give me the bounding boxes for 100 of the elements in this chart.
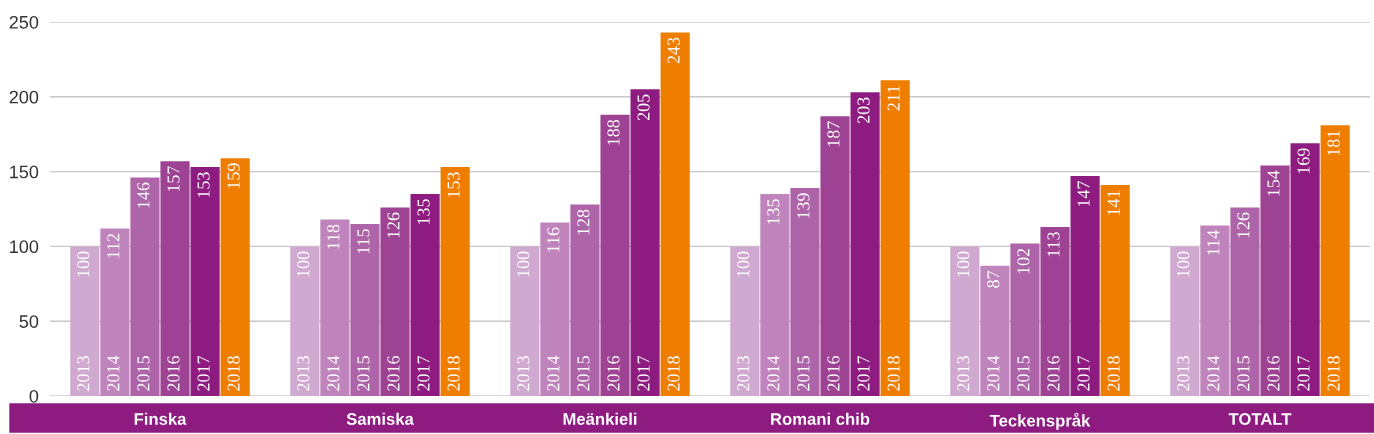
data-label: 114: [1207, 230, 1220, 255]
data-label: 100: [737, 251, 750, 277]
data-label: 147: [1077, 181, 1090, 207]
data-label: 153: [197, 172, 210, 198]
text: 2016: [387, 355, 400, 391]
series-label: 2013: [77, 356, 90, 391]
text: 2018: [1107, 356, 1120, 391]
bar: [850, 92, 880, 396]
data-label: 188: [607, 119, 620, 145]
data-label: 100: [517, 251, 530, 277]
series-label: 2016: [167, 355, 180, 391]
text: 2014: [547, 355, 560, 391]
bar: [350, 223, 380, 396]
data-label: 211: [887, 85, 900, 111]
data-label: 154: [1267, 170, 1280, 196]
y-tick-label: 50: [19, 315, 39, 328]
data-label: 243: [667, 37, 680, 64]
bar: [1290, 143, 1320, 396]
text: 2013: [517, 356, 530, 391]
data-label: 203: [857, 97, 870, 124]
series-label: 2017: [197, 355, 210, 391]
data-label: 113: [1047, 232, 1060, 257]
bar: [1230, 207, 1260, 396]
text: 2016: [607, 355, 620, 391]
bar: [1040, 226, 1070, 396]
data-label: 146: [137, 182, 150, 208]
text: 2018: [1327, 356, 1340, 391]
text: 2016: [827, 355, 840, 391]
bar: [660, 32, 690, 396]
bar: [220, 158, 250, 396]
data-label: 159: [227, 163, 240, 189]
data-label: 126: [387, 212, 400, 238]
bar: [410, 194, 440, 396]
text: 2015: [357, 356, 370, 391]
series-label: 2018: [227, 356, 240, 391]
text: 2013: [297, 356, 310, 391]
data-label: 187: [827, 121, 840, 147]
data-label: 139: [797, 193, 810, 219]
bar: [600, 114, 630, 396]
bar: [440, 167, 470, 396]
text: 2017: [1077, 355, 1090, 391]
bar: [570, 204, 600, 396]
data-label: 116: [547, 227, 560, 252]
series-label: 2015: [137, 356, 150, 391]
text: 2014: [767, 355, 780, 391]
data-label: 87: [987, 270, 1000, 288]
text: 2017: [417, 355, 430, 391]
text: 2015: [577, 356, 590, 391]
bar: [1100, 185, 1130, 396]
text: 2014: [987, 355, 1000, 391]
data-label: 115: [357, 229, 370, 254]
text: 2018: [887, 356, 900, 391]
bar: [160, 161, 190, 396]
bar: [980, 265, 1010, 396]
x-tick-label: Teckenspråk: [989, 412, 1091, 430]
x-tick-label: Meänkieli: [563, 412, 637, 425]
bar: [730, 246, 760, 396]
bar: [1320, 125, 1350, 396]
data-label: 100: [957, 251, 970, 277]
data-label: 135: [767, 199, 780, 225]
bar: [1200, 225, 1230, 396]
data-label: 100: [77, 251, 90, 277]
text: 2018: [667, 356, 680, 391]
data-label: 135: [417, 199, 430, 225]
data-label: 181: [1327, 130, 1340, 156]
data-label: 100: [1177, 251, 1190, 277]
text: 2014: [327, 355, 340, 391]
text: 2013: [737, 356, 750, 391]
data-label: 157: [167, 166, 180, 192]
bar: [1070, 176, 1100, 396]
data-label: 126: [1237, 212, 1250, 238]
text: 2013: [957, 356, 970, 391]
bar: [880, 80, 910, 396]
data-label: 205: [637, 94, 650, 121]
bar: [290, 246, 320, 396]
bar: [1260, 165, 1290, 396]
y-tick-label: 150: [10, 165, 39, 179]
text: 2017: [1297, 355, 1310, 391]
text: 2015: [1017, 356, 1030, 391]
data-label: 128: [577, 209, 590, 235]
bar: [510, 246, 540, 396]
series-label: 2014: [107, 355, 120, 391]
bar: [190, 167, 220, 396]
data-label: 118: [327, 224, 340, 249]
bar: [950, 246, 980, 396]
data-label: 153: [447, 172, 460, 198]
bar: [1010, 243, 1040, 396]
data-label: 141: [1107, 190, 1120, 216]
x-tick-label: TOTALT: [1228, 413, 1292, 425]
data-label: 112: [107, 233, 120, 258]
data-label: 102: [1017, 248, 1030, 274]
y-tick-label: 250: [9, 15, 39, 29]
text: 2017: [637, 355, 650, 391]
text: 2016: [1267, 355, 1280, 391]
data-label: 100: [297, 251, 310, 277]
text: 2017: [857, 355, 870, 391]
bar: [130, 177, 160, 396]
bar: [380, 207, 410, 396]
bar: [820, 116, 850, 396]
text: 2013: [1177, 356, 1190, 391]
